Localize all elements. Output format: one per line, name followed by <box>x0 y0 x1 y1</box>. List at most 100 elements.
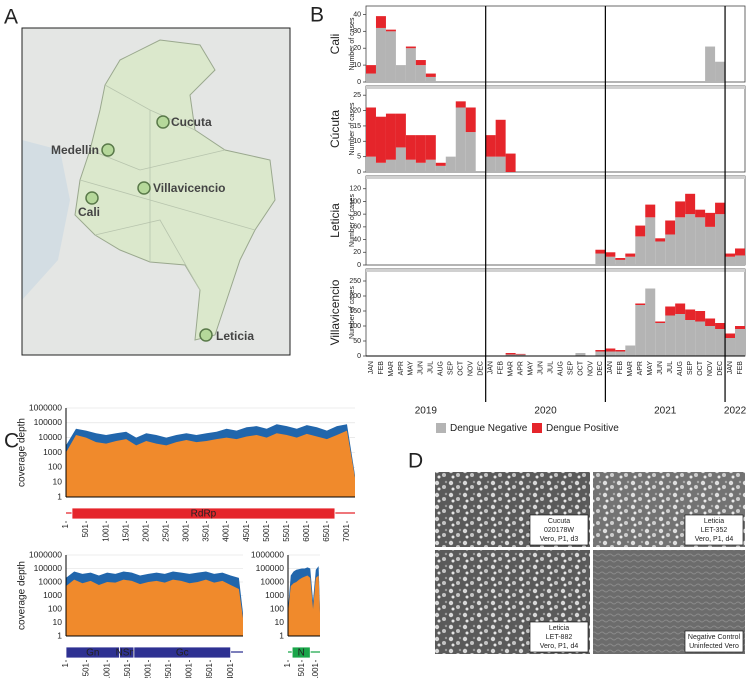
bar-segment <box>705 212 716 227</box>
city-marker <box>85 191 99 205</box>
bar-segment <box>665 306 676 316</box>
x-tick-label: 501 <box>82 662 91 676</box>
panel-label: A <box>4 6 18 29</box>
bar-segment <box>705 318 716 326</box>
caption-box <box>684 630 744 653</box>
bar-segment <box>695 209 706 218</box>
bar-segment <box>415 60 426 66</box>
caption-line: Leticia <box>549 625 569 632</box>
x-tick-label: FEB <box>737 361 744 375</box>
bar-segment <box>655 323 666 356</box>
gene <box>291 646 311 659</box>
x-tick-label: FEB <box>497 361 504 375</box>
bar-segment <box>385 29 396 32</box>
bar-segment <box>615 259 626 265</box>
panel-label: B <box>310 4 324 27</box>
y-tick-label: 20 <box>353 45 361 52</box>
y-tick-label: 1000000 <box>29 402 62 412</box>
x-tick-label: 2001 <box>143 662 152 678</box>
x-tick-label: JUN <box>657 361 664 375</box>
bar-segment <box>605 252 616 257</box>
x-tick-label: 501 <box>297 662 306 676</box>
gene-label: Gn <box>86 648 99 659</box>
bar-segment <box>375 27 386 82</box>
caption-line: 020178W <box>544 527 574 534</box>
y-tick-label: 15 <box>353 123 361 130</box>
bar-segment <box>715 202 726 215</box>
bar-segment <box>495 119 506 157</box>
bar-segment <box>715 61 726 82</box>
bar-segment <box>425 159 436 172</box>
x-tick-label: JAN <box>368 361 375 374</box>
x-tick-label: 6501 <box>322 523 331 541</box>
bar-segment <box>735 248 745 256</box>
bar-segment <box>685 320 696 356</box>
bar-segment <box>405 48 416 82</box>
city-label: Cucuta <box>171 115 212 129</box>
bar-segment <box>715 214 726 265</box>
y-tick-label: 10 <box>53 476 63 486</box>
panel-label: D <box>408 450 423 473</box>
x-tick-label: NOV <box>468 361 475 377</box>
bar-segment <box>685 309 696 320</box>
y-tick-label: 50 <box>353 338 361 345</box>
y-tick-label: 100 <box>48 603 62 613</box>
coverage-area <box>66 579 243 636</box>
caption-box <box>529 621 589 653</box>
x-tick-label: JUL <box>667 361 674 374</box>
bar-segment <box>385 159 396 172</box>
y-tick-label: 1000 <box>43 447 62 457</box>
y-tick-label: 40 <box>353 236 361 243</box>
y-tick-label: 10 <box>53 617 63 627</box>
bar-segment <box>625 256 636 265</box>
bar-segment <box>665 220 676 235</box>
year-label: 2022 <box>724 406 747 417</box>
y-tick-label: 30 <box>353 28 361 35</box>
x-tick-label: 3001 <box>185 662 194 678</box>
x-tick-label: 6001 <box>302 523 311 541</box>
y-tick-label: 10000 <box>38 432 62 442</box>
x-tick-label: 1 <box>61 662 70 667</box>
bar-segment <box>515 354 526 356</box>
gene-label: NSm <box>116 648 138 659</box>
y-tick-label: 5 <box>357 153 361 160</box>
y-tick-label: 250 <box>349 278 361 285</box>
bar-segment <box>615 350 626 352</box>
bar-segment <box>395 65 406 82</box>
bar-segment <box>425 76 436 82</box>
bar-segment <box>605 256 616 265</box>
bar-segment <box>405 159 416 172</box>
x-tick-label: 2501 <box>161 523 170 541</box>
bar-segment <box>645 217 656 265</box>
bar-segment <box>395 113 406 148</box>
y-tick-label: 20 <box>353 249 361 256</box>
city-marker <box>156 115 170 129</box>
bar-segment <box>655 321 666 323</box>
x-tick-label: NOV <box>707 361 714 377</box>
y-tick-label: 1000 <box>265 590 284 600</box>
year-label: 2021 <box>654 406 677 417</box>
y-tick-label: 100000 <box>34 417 63 427</box>
bar-segment <box>415 65 426 82</box>
x-tick-label: OCT <box>697 360 704 376</box>
bar-segment <box>405 46 416 49</box>
legend-swatch <box>436 423 446 433</box>
bar-segment <box>505 354 516 356</box>
bar-segment <box>615 351 626 356</box>
x-tick-label: JAN <box>727 361 734 374</box>
y-tick-label: 100000 <box>256 563 285 573</box>
y-tick-label: 40 <box>353 11 361 18</box>
x-tick-label: MAY <box>408 361 415 376</box>
bar-segment <box>385 113 396 160</box>
x-tick-label: 4001 <box>226 662 235 678</box>
y-tick-label: 10000 <box>38 576 62 586</box>
bar-segment <box>665 234 676 265</box>
bar-segment <box>485 156 496 172</box>
x-tick-label: 5001 <box>262 523 271 541</box>
x-tick-label: SEP <box>567 361 574 375</box>
x-tick-label: 1501 <box>121 523 130 541</box>
city-marker <box>199 328 213 342</box>
legend-label: Dengue Positive <box>546 423 619 434</box>
caption-line: Vero, P1, d3 <box>540 536 579 543</box>
